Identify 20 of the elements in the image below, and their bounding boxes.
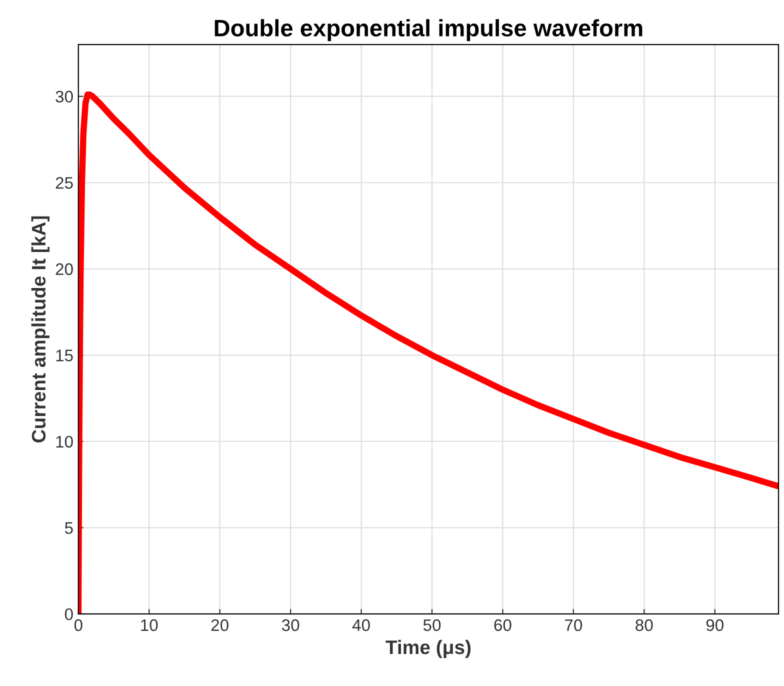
y-tick-label: 30: [56, 90, 73, 103]
x-axis-title: Time (μs): [386, 640, 471, 658]
x-tick-label: 10: [141, 619, 158, 632]
y-tick-label: 15: [56, 350, 73, 362]
x-tick-label: 40: [352, 619, 370, 632]
y-axis-title: Current amplitude It [kA]: [31, 216, 50, 442]
x-tick-label: 70: [565, 619, 582, 632]
x-tick-label: 60: [494, 619, 512, 632]
y-tick-label: 10: [56, 436, 73, 448]
y-tick-label: 20: [56, 263, 73, 276]
chart-title: Double exponential impulse waveform: [214, 19, 642, 42]
x-tick-label: 30: [282, 619, 300, 632]
y-tick-label: 5: [64, 522, 73, 534]
x-tick-label: 20: [211, 619, 228, 632]
x-tick-label: 50: [423, 619, 441, 632]
x-tick-label: 90: [706, 619, 724, 632]
y-tick-label: 25: [56, 177, 73, 189]
x-tick-label: 80: [636, 619, 653, 632]
x-tick-label: 0: [74, 619, 82, 632]
y-tick-label: 0: [64, 608, 73, 620]
